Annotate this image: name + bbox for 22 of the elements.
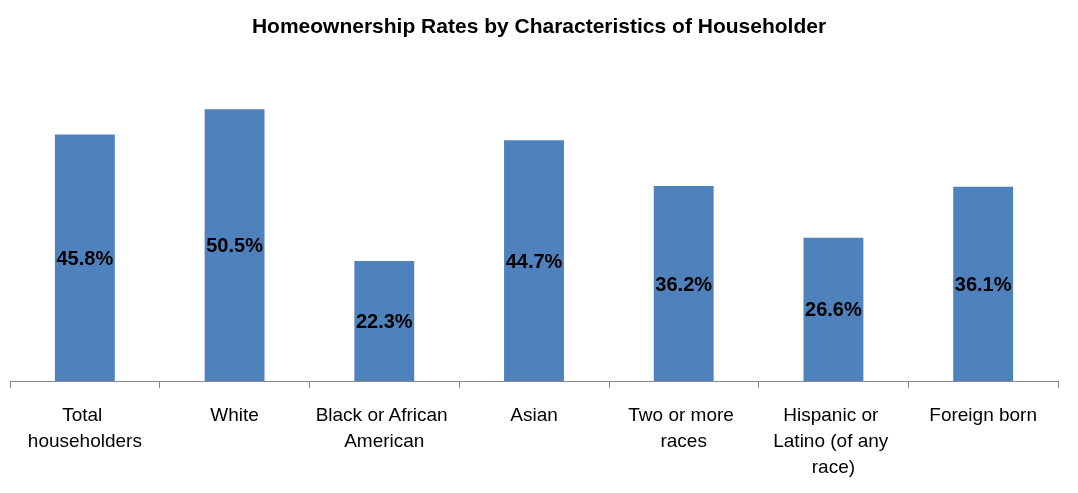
x-tick-label: Two or more races: [628, 403, 740, 451]
bar: [504, 140, 564, 381]
bar: [953, 186, 1014, 381]
data-label: 50.5%: [206, 234, 264, 257]
x-tick-label: Asian: [510, 403, 558, 425]
bar: [204, 109, 265, 381]
data-label: 26.6%: [805, 298, 862, 321]
bar: [54, 134, 115, 381]
x-tick-label: White: [210, 403, 259, 425]
bar: [803, 237, 864, 381]
x-tick-label: Total householders: [27, 403, 142, 451]
x-tick-label: Black or African American: [315, 403, 453, 451]
bar: [354, 260, 415, 381]
chart-title: Homeownership Rates by Characteristics of Householder: [251, 14, 827, 37]
x-tick-label: Foreign born: [929, 403, 1038, 425]
data-label: 44.7%: [505, 249, 563, 272]
data-label: 36.1%: [954, 272, 1012, 295]
data-label: 22.3%: [355, 309, 413, 332]
bar: [653, 186, 714, 381]
data-label: 36.2%: [655, 272, 713, 295]
x-tick-label: Hispanic or Latino (of any race): [773, 403, 894, 477]
data-label: 45.8%: [56, 246, 114, 269]
